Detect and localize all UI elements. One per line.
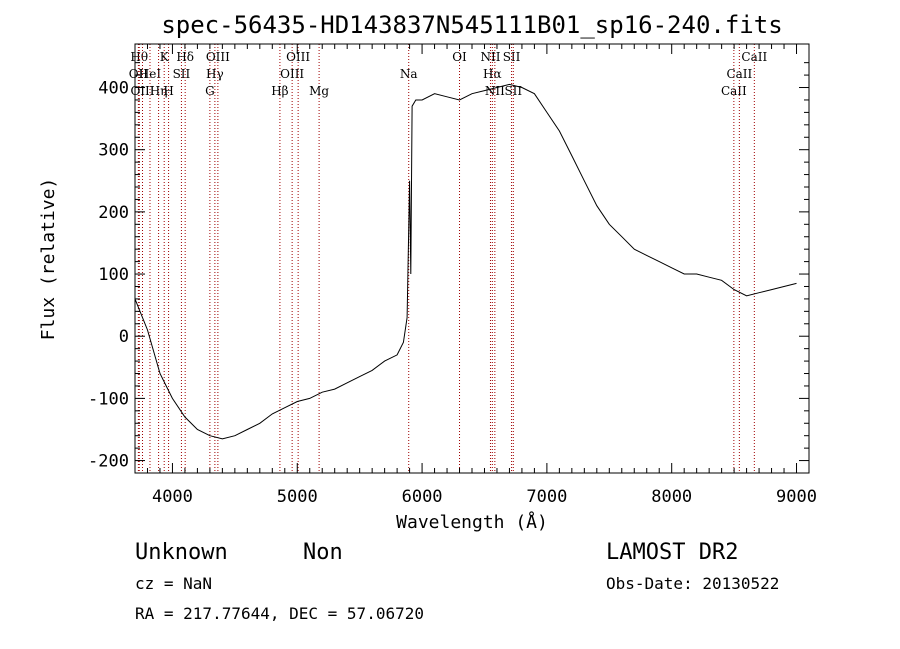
spectral-line-label: Hα (483, 67, 502, 81)
spectral-line-label: SII (173, 67, 191, 81)
x-axis-label: Wavelength (Å) (396, 511, 548, 533)
redshift-label: cz = NaN (135, 574, 212, 593)
x-tick-label: 8000 (651, 487, 692, 507)
spectral-line-label: Hβ (271, 84, 288, 98)
y-tick-label: 200 (98, 203, 129, 223)
spectral-line-label: OIII (286, 50, 310, 64)
spectral-line-label: Mg (309, 84, 329, 98)
spectral-line-label: CaII (726, 67, 752, 81)
spectral-line-label: OIII (280, 67, 304, 81)
y-tick-label: 0 (119, 327, 129, 347)
x-tick-label: 7000 (526, 487, 567, 507)
spectral-line-label: K (160, 50, 170, 64)
y-tick-label: -100 (88, 389, 129, 409)
spectral-line-label: NII (480, 50, 500, 64)
spectral-line-label: CaII (741, 50, 767, 64)
spectral-line-label: Hθ (130, 50, 148, 64)
spectral-line-label: Hδ (176, 50, 194, 64)
x-tick-label: 4000 (152, 487, 193, 507)
spectral-line-label: SII (503, 50, 521, 64)
y-tick-label: 300 (98, 141, 129, 161)
y-axis: -200 -100 0 100 200 300 400 (88, 62, 809, 472)
x-tick-label: 5000 (277, 487, 318, 507)
spectrum-series-line (134, 83, 797, 440)
spectral-line-label: OII (129, 67, 149, 81)
spectral-line-label: NII (485, 84, 505, 98)
obs-date-label: Obs-Date: 20130522 (606, 574, 779, 593)
chart-title: spec-56435-HD143837N545111B01_sp16-240.f… (161, 11, 782, 39)
y-tick-label: 400 (98, 79, 129, 99)
spectral-line-markers: HθOIIOIIIHeIHηKHSIIHδGHγOIIIHβOIIIOIIIMg… (129, 44, 767, 473)
coordinates-label: RA = 217.77644, DEC = 57.06720 (135, 604, 424, 623)
spectral-line-label: OIII (206, 50, 230, 64)
spectral-line-label: G (205, 84, 215, 98)
spectral-line-label: SII (504, 84, 522, 98)
spectral-line-label: Na (400, 67, 418, 81)
x-tick-label: 6000 (402, 487, 443, 507)
survey-label: LAMOST DR2 (606, 540, 738, 565)
x-tick-label: 9000 (776, 487, 817, 507)
plot-frame (134, 43, 810, 474)
spectral-line-label: OI (452, 50, 467, 64)
y-axis-label: Flux (relative) (38, 178, 59, 341)
x-axis: 4000 5000 6000 7000 8000 9000 (134, 44, 817, 507)
y-tick-label: -200 (88, 452, 129, 472)
classification-label: Unknown (135, 540, 228, 565)
spectral-line-label: CaII (721, 84, 747, 98)
y-tick-label: 100 (98, 265, 129, 285)
spectral-line-label: H (163, 84, 173, 98)
subclass-label: Non (303, 540, 343, 565)
spectral-line-label: Hγ (206, 67, 224, 81)
spectral-line-label: Hη (150, 84, 168, 98)
spectral-line-label: HeI (139, 67, 162, 81)
